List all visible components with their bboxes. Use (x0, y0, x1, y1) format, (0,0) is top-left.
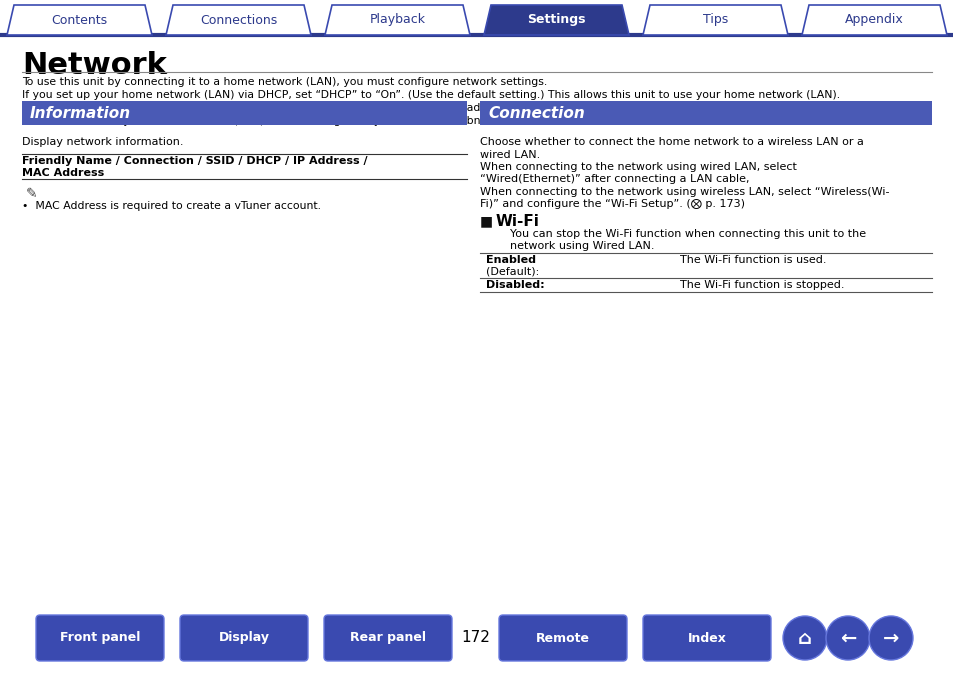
FancyBboxPatch shape (642, 615, 770, 661)
Text: Display network information.: Display network information. (22, 137, 183, 147)
Text: Rear panel: Rear panel (350, 631, 426, 645)
FancyBboxPatch shape (498, 615, 626, 661)
Text: information about your home network (LAN) such as the gateway address and subnet: information about your home network (LAN… (22, 116, 551, 126)
Text: (Default):: (Default): (485, 267, 538, 277)
Text: Information: Information (30, 106, 131, 120)
Text: The Wi-Fi function is used.: The Wi-Fi function is used. (679, 255, 825, 265)
Polygon shape (325, 5, 470, 35)
Text: The Wi-Fi function is stopped.: The Wi-Fi function is stopped. (679, 280, 843, 290)
Text: Wi-Fi: Wi-Fi (496, 214, 539, 229)
Text: 172: 172 (461, 631, 490, 645)
Text: Tips: Tips (702, 13, 727, 26)
Text: Playback: Playback (369, 13, 425, 26)
Polygon shape (7, 5, 152, 35)
Circle shape (825, 616, 869, 660)
Text: ⌂: ⌂ (797, 629, 811, 647)
Text: ✎: ✎ (26, 187, 37, 201)
Circle shape (782, 616, 826, 660)
Text: Connection: Connection (488, 106, 584, 120)
FancyBboxPatch shape (180, 615, 308, 661)
FancyBboxPatch shape (479, 101, 931, 125)
Polygon shape (166, 5, 311, 35)
Polygon shape (483, 5, 628, 35)
FancyBboxPatch shape (36, 615, 164, 661)
Text: Remote: Remote (536, 631, 589, 645)
Text: Friendly Name / Connection / SSID / DHCP / IP Address /: Friendly Name / Connection / SSID / DHCP… (22, 156, 367, 166)
Text: Display: Display (218, 631, 269, 645)
FancyBboxPatch shape (22, 101, 467, 125)
Text: Contents: Contents (51, 13, 108, 26)
Circle shape (868, 616, 912, 660)
Text: Appendix: Appendix (844, 13, 902, 26)
Text: Fi)” and configure the “Wi-Fi Setup”. (⨂ p. 173): Fi)” and configure the “Wi-Fi Setup”. (⨂… (479, 199, 744, 209)
Text: When assigning an IP address to each device manually, you need to assign an IP a: When assigning an IP address to each dev… (22, 103, 803, 113)
Text: To use this unit by connecting it to a home network (LAN), you must configure ne: To use this unit by connecting it to a h… (22, 77, 547, 87)
Text: Index: Index (687, 631, 725, 645)
Text: Network: Network (22, 51, 167, 80)
Text: network using Wired LAN.: network using Wired LAN. (510, 241, 654, 251)
Text: Disabled:: Disabled: (485, 280, 544, 290)
Text: You can stop the Wi-Fi function when connecting this unit to the: You can stop the Wi-Fi function when con… (510, 229, 865, 239)
Text: Connections: Connections (200, 13, 276, 26)
Text: Settings: Settings (527, 13, 585, 26)
Text: “Wired(Ethernet)” after connecting a LAN cable,: “Wired(Ethernet)” after connecting a LAN… (479, 174, 749, 184)
Text: →: → (882, 629, 899, 647)
Text: When connecting to the network using wireless LAN, select “Wireless(Wi-: When connecting to the network using wir… (479, 187, 888, 197)
Text: When connecting to the network using wired LAN, select: When connecting to the network using wir… (479, 162, 796, 172)
FancyBboxPatch shape (324, 615, 452, 661)
Text: Choose whether to connect the home network to a wireless LAN or a: Choose whether to connect the home netwo… (479, 137, 863, 147)
Text: Enabled: Enabled (485, 255, 536, 265)
Text: MAC Address: MAC Address (22, 168, 104, 178)
Text: wired LAN.: wired LAN. (479, 149, 539, 160)
Text: ←: ← (839, 629, 855, 647)
Text: ■: ■ (479, 214, 493, 228)
Polygon shape (642, 5, 787, 35)
Text: •  MAC Address is required to create a vTuner account.: • MAC Address is required to create a vT… (22, 201, 320, 211)
Text: Front panel: Front panel (60, 631, 140, 645)
Text: If you set up your home network (LAN) via DHCP, set “DHCP” to “On”. (Use the def: If you set up your home network (LAN) vi… (22, 90, 840, 100)
Polygon shape (801, 5, 946, 35)
